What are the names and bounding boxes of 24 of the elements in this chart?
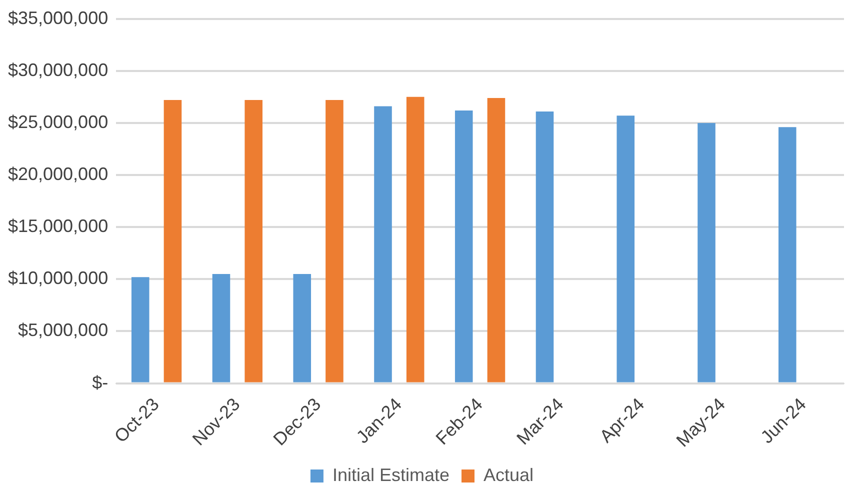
bar bbox=[244, 100, 262, 382]
legend-label: Actual bbox=[484, 464, 534, 485]
bar bbox=[164, 100, 182, 382]
y-tick-label: $35,000,000 bbox=[8, 8, 108, 28]
bar bbox=[293, 274, 312, 382]
y-tick-label: $10,000,000 bbox=[8, 268, 108, 288]
bar bbox=[131, 277, 150, 382]
bar bbox=[778, 127, 796, 382]
bar bbox=[406, 96, 424, 382]
bar bbox=[326, 100, 344, 382]
bar bbox=[212, 274, 230, 382]
bar bbox=[454, 110, 473, 382]
bar bbox=[374, 106, 392, 382]
y-tick-label: $15,000,000 bbox=[8, 216, 108, 236]
bar bbox=[487, 98, 506, 382]
bar bbox=[616, 116, 635, 382]
y-tick-label: $- bbox=[92, 372, 108, 392]
y-tick-label: $5,000,000 bbox=[18, 320, 108, 340]
y-tick-label: $30,000,000 bbox=[8, 60, 108, 80]
bar bbox=[536, 111, 554, 382]
y-tick-label: $25,000,000 bbox=[8, 112, 108, 132]
y-tick-label: $20,000,000 bbox=[8, 164, 108, 184]
legend-label: Initial Estimate bbox=[332, 464, 450, 485]
bar bbox=[698, 122, 716, 382]
